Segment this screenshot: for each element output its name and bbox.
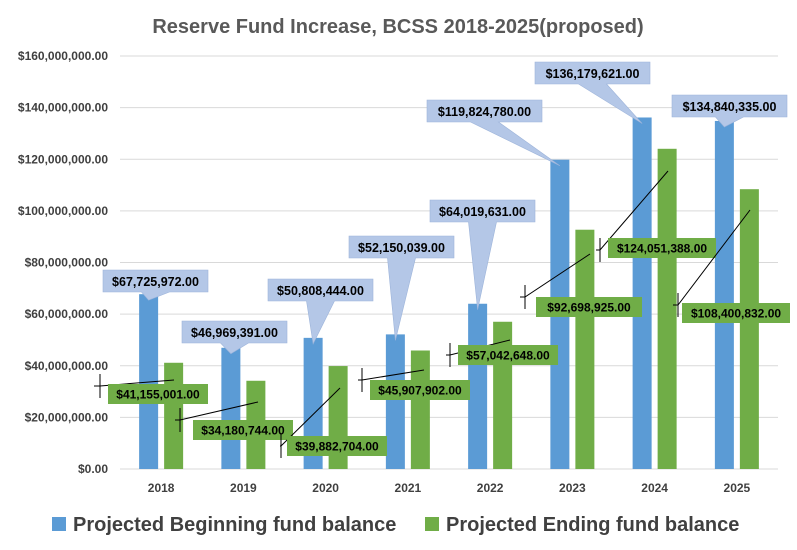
- legend-label-beginning: Projected Beginning fund balance: [73, 514, 396, 536]
- y-axis: $0.00 $20,000,000.00 $40,000,000.00 $60,000…: [18, 49, 108, 476]
- x-tick-label: 2021: [395, 481, 422, 495]
- x-tick-label: 2023: [559, 481, 586, 495]
- y-tick-label: $160,000,000.00: [18, 49, 108, 63]
- x-axis: 2018 2019 2020 2021 2022 2023 2024 2025: [148, 481, 751, 495]
- y-tick-label: $20,000,000.00: [25, 410, 109, 424]
- data-label-ending-2025: $108,400,832.00: [691, 307, 781, 321]
- data-label-beginning-2020: $50,808,444.00: [277, 284, 364, 298]
- data-label-box-beginning-2021: [348, 235, 455, 341]
- data-label-box-ending-2018: [108, 384, 208, 404]
- data-label-beginning-2021: $52,150,039.00: [358, 241, 445, 255]
- data-label-ending-2020: $39,882,704.00: [295, 440, 379, 454]
- data-label-leader-line: [596, 170, 669, 251]
- data-label-beginning-2018: $67,725,972.00: [112, 275, 199, 289]
- bar-ending-2025: [739, 189, 759, 469]
- data-label-box-ending-2025: [682, 303, 790, 323]
- data-label-ending-2023: $92,698,925.00: [547, 301, 631, 315]
- data-label-beginning-2019: $46,969,391.00: [191, 326, 278, 340]
- bar-ending-2023: [575, 229, 595, 469]
- data-label-ending-2019: $34,180,744.00: [201, 424, 285, 438]
- data-label-ending-2022: $57,042,648.00: [466, 349, 550, 363]
- y-tick-label: $0.00: [78, 462, 108, 476]
- y-tick-label: $140,000,000.00: [18, 101, 108, 115]
- data-label-box-beginning-2022: [429, 199, 536, 310]
- legend-label-ending: Projected Ending fund balance: [446, 514, 739, 536]
- chart-title: Reserve Fund Increase, BCSS 2018-2025(pr…: [152, 16, 643, 38]
- data-label-box-beginning-2019: [181, 320, 288, 355]
- data-label-box-beginning-2020: [267, 278, 374, 345]
- data-label-ending-2021: $45,907,902.00: [378, 384, 462, 398]
- y-tick-label: $40,000,000.00: [25, 359, 109, 373]
- data-label-box-beginning-2023: [426, 99, 561, 166]
- x-tick-label: 2022: [477, 481, 504, 495]
- data-label-leader-line: [280, 387, 341, 447]
- data-label-box-ending-2021: [370, 380, 470, 400]
- bar-beginning-2022: [468, 303, 488, 469]
- data-label-leader-line: [673, 209, 751, 306]
- data-label-ending-2018: $41,155,001.00: [116, 388, 200, 402]
- data-labels: $67,725,972.00 $46,969,391.00 $50,808,444.…: [94, 61, 790, 458]
- data-label-box-beginning-2025: [671, 94, 788, 128]
- y-tick-label: $100,000,000.00: [18, 204, 108, 218]
- data-label-box-ending-2023: [536, 297, 642, 317]
- data-label-box-ending-2022: [458, 345, 558, 365]
- data-label-ending-2024: $124,051,388.00: [617, 242, 707, 256]
- data-label-leader-line: [175, 401, 259, 421]
- data-label-box-beginning-2018: [102, 269, 209, 301]
- data-label-leader-line: [358, 369, 425, 381]
- data-label-box-ending-2020: [287, 436, 387, 456]
- bars: [139, 117, 759, 470]
- data-label-beginning-2022: $64,019,631.00: [439, 205, 526, 219]
- bar-beginning-2021: [385, 334, 405, 469]
- y-tick-label: $120,000,000.00: [18, 152, 108, 166]
- data-label-leader-line: [94, 379, 175, 387]
- legend: Projected Beginning fund balance Project…: [52, 514, 739, 536]
- data-label-beginning-2023: $119,824,780.00: [438, 105, 531, 119]
- data-label-leader-line: [520, 253, 591, 298]
- x-tick-label: 2024: [641, 481, 668, 495]
- bar-ending-2024: [657, 148, 677, 469]
- y-tick-label: $60,000,000.00: [25, 307, 109, 321]
- legend-swatch-ending: [425, 517, 439, 531]
- data-label-box-ending-2019: [193, 420, 293, 440]
- x-tick-label: 2018: [148, 481, 175, 495]
- legend-swatch-beginning: [52, 517, 66, 531]
- x-tick-label: 2025: [724, 481, 751, 495]
- y-tick-label: $80,000,000.00: [25, 256, 109, 270]
- bar-beginning-2025: [714, 120, 734, 469]
- data-label-box-ending-2024: [608, 238, 716, 258]
- x-tick-label: 2020: [312, 481, 339, 495]
- bar-ending-2021: [410, 350, 430, 469]
- x-tick-label: 2019: [230, 481, 257, 495]
- bar-beginning-2024: [632, 117, 652, 469]
- data-label-beginning-2025: $134,840,335.00: [683, 100, 777, 114]
- data-label-beginning-2024: $136,179,621.00: [546, 67, 640, 81]
- data-label-box-beginning-2024: [534, 61, 651, 124]
